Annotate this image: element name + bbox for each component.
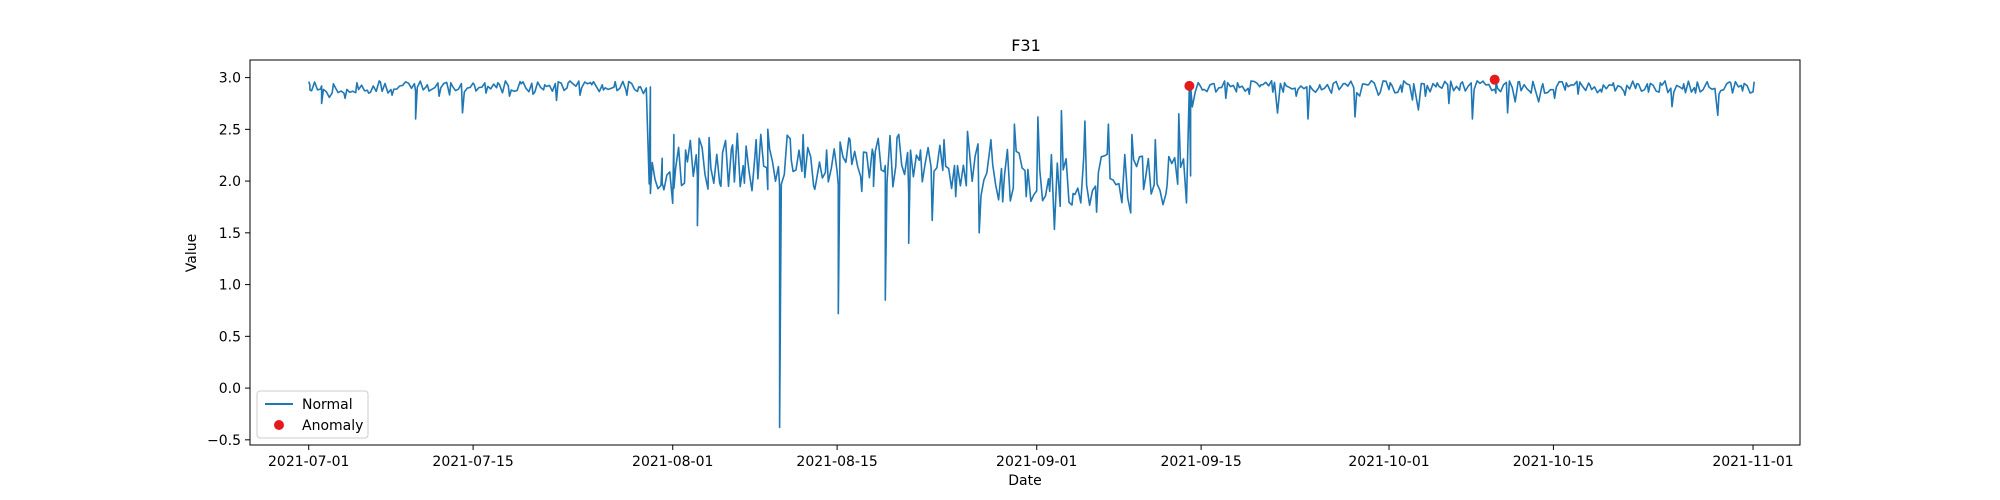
- legend: Normal Anomaly: [256, 390, 369, 439]
- y-tick-label: 0.0: [219, 381, 241, 397]
- plot-area: [249, 59, 1801, 446]
- series-layer: [307, 74, 1755, 429]
- plot-background: [250, 60, 1800, 445]
- legend-anomaly-swatch: [274, 420, 284, 430]
- y-tick-label: 2.0: [219, 174, 241, 190]
- x-tick-label: 2021-07-01: [268, 454, 349, 470]
- x-tick-label: 2021-09-15: [1160, 454, 1241, 470]
- legend-normal-label: Normal: [302, 397, 353, 413]
- anomaly-point: [1489, 74, 1500, 85]
- y-axis-label: Value: [184, 234, 200, 272]
- legend-anomaly-label: Anomaly: [302, 418, 363, 434]
- y-tick-label: 2.5: [219, 122, 241, 138]
- x-tick-label: 2021-07-15: [432, 454, 513, 470]
- y-tick-label: −0.5: [207, 433, 241, 449]
- x-tick-label: 2021-10-01: [1348, 454, 1429, 470]
- plot-frame: [249, 59, 1801, 446]
- x-tick-label: 2021-08-15: [796, 454, 877, 470]
- y-tick-label: 0.5: [219, 329, 241, 345]
- y-tick-label: 1.0: [219, 278, 241, 294]
- legend-box: [256, 390, 369, 439]
- anomaly-point: [1184, 80, 1195, 91]
- chart-title: F31: [1011, 36, 1041, 55]
- x-tick-label: 2021-11-01: [1712, 454, 1793, 470]
- y-axis: −0.5 0.0 0.5 1.0 1.5 2.0 2.5 3.0: [207, 71, 250, 449]
- x-tick-label: 2021-08-01: [632, 454, 713, 470]
- y-tick-label: 1.5: [219, 226, 241, 242]
- y-tick-label: 3.0: [219, 71, 241, 87]
- x-axis-label: Date: [1008, 473, 1041, 489]
- x-tick-label: 2021-10-15: [1513, 454, 1594, 470]
- x-axis: 2021-07-01 2021-07-15 2021-08-01 2021-08-15…: [268, 445, 1794, 470]
- normal-series-line: [307, 79, 1755, 429]
- x-tick-label: 2021-09-01: [996, 454, 1077, 470]
